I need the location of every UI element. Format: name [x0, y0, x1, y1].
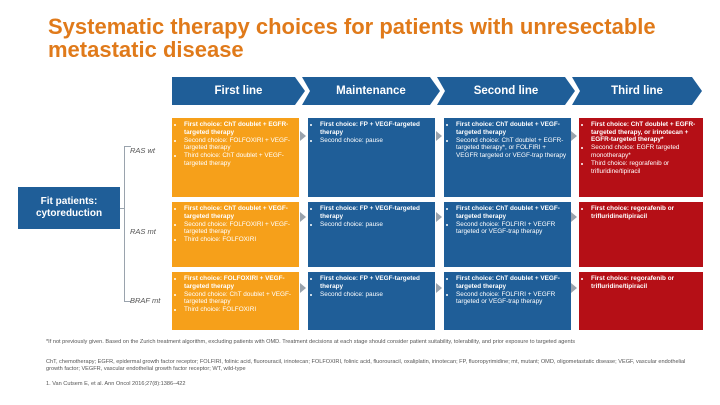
therapy-item: First choice: FP + VEGF-targeted therapy — [320, 121, 431, 136]
header-second-line: Second line — [437, 77, 575, 105]
therapy-item: First choice: FOLFOXIRI + VEGF-targeted … — [184, 275, 295, 290]
header-label: First line — [214, 85, 263, 97]
bracket-connector — [120, 208, 124, 209]
fit-sublabel: cytoreduction — [35, 208, 103, 219]
arrow-right-icon — [571, 283, 577, 293]
header-third-line: Third line — [572, 77, 702, 105]
therapy-item: First choice: regorafenib or trifluridin… — [591, 205, 699, 220]
arrow-right-icon — [571, 212, 577, 222]
therapy-item: First choice: regorafenib or trifluridin… — [591, 275, 699, 290]
therapy-item: First choice: ChT doublet + VEGF-targete… — [456, 121, 567, 136]
therapy-item: Third choice: FOLFOXIRI — [184, 306, 295, 314]
therapy-item: Second choice: EGFR targeted monotherapy… — [591, 144, 699, 159]
therapy-item: Second choice: FOLFOXIRI + VEGF-targeted… — [184, 221, 295, 236]
bracket — [124, 146, 131, 302]
therapy-item: Second choice: ChT doublet + VEGF-target… — [184, 291, 295, 306]
therapy-item: Third choice: FOLFOXIRI — [184, 236, 295, 244]
therapy-item: Second choice: FOLFOXIRI + VEGF-targeted… — [184, 137, 295, 152]
row2-maintenance-box: First choice: FP + VEGF-targeted therapy… — [308, 202, 435, 267]
page-title: Systematic therapy choices for patients … — [48, 14, 656, 62]
header-label: Second line — [473, 85, 539, 97]
therapy-item: Second choice: ChT doublet + EGFR-target… — [456, 137, 567, 160]
arrow-right-icon — [300, 212, 306, 222]
arrow-right-icon — [436, 283, 442, 293]
footnote-reference: 1. Van Cutsem E, et al. Ann Oncol 2016;2… — [46, 381, 186, 387]
therapy-item: First choice: FP + VEGF-targeted therapy — [320, 275, 431, 290]
row-label-ras-mt: RAS mt — [130, 227, 156, 236]
therapy-item: First choice: FP + VEGF-targeted therapy — [320, 205, 431, 220]
therapy-item: Second choice: pause — [320, 221, 431, 229]
row2-third-line-box: First choice: regorafenib or trifluridin… — [579, 202, 703, 267]
arrow-right-icon — [300, 131, 306, 141]
arrow-right-icon — [436, 131, 442, 141]
therapy-item: First choice: ChT doublet + VEGF-targete… — [184, 205, 295, 220]
therapy-item: Second choice: pause — [320, 137, 431, 145]
therapy-item: Third choice: regorafenib or trifluridin… — [591, 160, 699, 175]
footnote-abbreviations: ChT, chemotherapy; EGFR, epidermal growt… — [46, 359, 686, 372]
header-label: Maintenance — [336, 85, 406, 97]
therapy-item: Third choice: ChT doublet + VEGF-targete… — [184, 152, 295, 167]
fit-label: Fit patients: — [40, 196, 98, 207]
therapy-item: Second choice: FOLFIRI + VEGFR targeted … — [456, 291, 567, 306]
row1-maintenance-box: First choice: FP + VEGF-targeted therapy… — [308, 118, 435, 197]
footnote-1: *If not previously given. Based on the Z… — [46, 339, 575, 345]
row1-first-line-box: First choice: ChT doublet + EGFR-targete… — [172, 118, 299, 197]
header-label: Third line — [611, 85, 663, 97]
arrow-right-icon — [300, 283, 306, 293]
arrow-right-icon — [571, 131, 577, 141]
row3-first-line-box: First choice: FOLFOXIRI + VEGF-targeted … — [172, 272, 299, 330]
header-first-line: First line — [172, 77, 305, 105]
row1-second-line-box: First choice: ChT doublet + VEGF-targete… — [444, 118, 571, 197]
row3-third-line-box: First choice: regorafenib or trifluridin… — [579, 272, 703, 330]
row2-first-line-box: First choice: ChT doublet + VEGF-targete… — [172, 202, 299, 267]
row-label-braf-mt: BRAF mt — [130, 296, 161, 305]
header-maintenance: Maintenance — [302, 77, 440, 105]
therapy-item: First choice: ChT doublet + EGFR-targete… — [184, 121, 295, 136]
therapy-item: Second choice: FOLFIRI + VEGFR targeted … — [456, 221, 567, 236]
fit-patients-box: Fit patients: cytoreduction — [18, 187, 120, 229]
row3-maintenance-box: First choice: FP + VEGF-targeted therapy… — [308, 272, 435, 330]
therapy-item: First choice: ChT doublet + VEGF-targete… — [456, 205, 567, 220]
therapy-item: First choice: ChT doublet + VEGF-targete… — [456, 275, 567, 290]
row3-second-line-box: First choice: ChT doublet + VEGF-targete… — [444, 272, 571, 330]
row-label-ras-wt: RAS wt — [130, 146, 156, 155]
arrow-right-icon — [436, 212, 442, 222]
therapy-item: Second choice: pause — [320, 291, 431, 299]
therapy-item: First choice: ChT doublet + EGFR-targete… — [591, 121, 699, 144]
row1-third-line-box: First choice: ChT doublet + EGFR-targete… — [579, 118, 703, 197]
row2-second-line-box: First choice: ChT doublet + VEGF-targete… — [444, 202, 571, 267]
